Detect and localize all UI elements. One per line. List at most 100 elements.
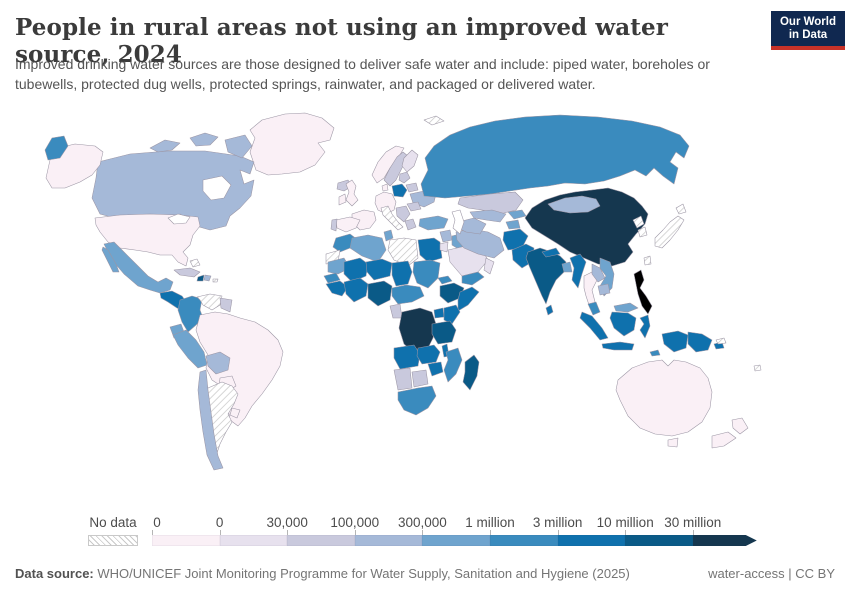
country-north-korea[interactable] — [632, 215, 645, 229]
country-zimbabwe[interactable] — [427, 361, 444, 377]
country-eritrea[interactable] — [437, 275, 453, 285]
legend-bin-swatch[interactable] — [152, 535, 220, 546]
legend-bin-swatch[interactable] — [625, 535, 693, 546]
country-tunisia[interactable] — [383, 229, 394, 242]
country-cambodia[interactable] — [597, 283, 611, 296]
country-mexico[interactable] — [103, 241, 174, 294]
country-spain[interactable] — [335, 216, 361, 233]
country-uganda[interactable] — [433, 307, 445, 319]
legend-bin-swatch[interactable] — [489, 535, 558, 546]
country-haiti[interactable] — [196, 274, 205, 282]
country-uk[interactable] — [345, 179, 359, 207]
country-bangladesh[interactable] — [561, 261, 573, 273]
country-senegal[interactable] — [323, 272, 341, 284]
country-venezuela[interactable] — [196, 293, 223, 311]
country-australia-tasmania[interactable] — [667, 437, 679, 448]
country-somalia[interactable] — [457, 286, 480, 312]
country-indonesia-sumatra[interactable] — [579, 311, 609, 341]
country-malaysia-borneo[interactable] — [613, 302, 639, 313]
country-dominican-republic[interactable] — [203, 274, 212, 282]
country-tanzania[interactable] — [431, 320, 457, 345]
country-nigeria[interactable] — [367, 280, 393, 307]
country-chile[interactable] — [197, 369, 224, 471]
country-uruguay[interactable] — [229, 407, 241, 419]
legend-bin-swatch[interactable] — [557, 535, 626, 546]
country-russia[interactable] — [420, 114, 690, 199]
country-australia[interactable] — [615, 359, 713, 437]
legend-bin-swatch[interactable] — [422, 535, 490, 546]
country-botswana[interactable] — [411, 369, 429, 388]
legend-bin-swatch[interactable] — [219, 535, 288, 546]
country-mali[interactable] — [343, 257, 369, 283]
country-ireland[interactable] — [338, 193, 347, 206]
country-sudan[interactable] — [412, 259, 441, 289]
country-svalbard[interactable] — [423, 115, 445, 126]
legend-bin-swatch[interactable] — [354, 535, 423, 546]
country-jordan-israel[interactable] — [439, 241, 449, 253]
legend-bin-swatch[interactable] — [693, 535, 757, 546]
country-zambia[interactable] — [416, 344, 441, 365]
country-west-africa-coast[interactable] — [343, 277, 369, 303]
country-germany-central-europe[interactable] — [374, 191, 397, 215]
country-gabon-congo[interactable] — [389, 303, 403, 319]
country-brazil[interactable] — [195, 311, 284, 427]
country-laos[interactable] — [591, 263, 606, 283]
country-nepal[interactable] — [541, 247, 561, 258]
country-mozambique[interactable] — [443, 347, 463, 383]
country-guinea-group[interactable] — [325, 280, 349, 297]
country-chad[interactable] — [391, 260, 413, 287]
country-angola[interactable] — [393, 344, 421, 370]
owid-logo[interactable]: Our World in Data — [771, 11, 845, 50]
country-egypt[interactable] — [417, 237, 443, 263]
country-oman[interactable] — [483, 257, 495, 275]
country-indonesia-java[interactable] — [601, 341, 635, 351]
country-canada-baffin[interactable] — [224, 134, 253, 159]
country-new-zealand-south[interactable] — [711, 431, 737, 449]
country-mexico-baja[interactable] — [101, 246, 120, 273]
country-malaysia[interactable] — [587, 301, 601, 316]
country-cuba[interactable] — [173, 267, 201, 278]
country-new-zealand-north[interactable] — [731, 417, 749, 435]
country-greenland[interactable] — [249, 112, 335, 176]
country-timor-leste[interactable] — [649, 349, 661, 357]
country-guyana-suriname[interactable] — [219, 297, 233, 313]
country-sri-lanka[interactable] — [545, 304, 554, 316]
country-philippines[interactable] — [633, 269, 653, 315]
country-indonesia-borneo[interactable] — [609, 311, 637, 337]
country-italy[interactable] — [380, 205, 404, 231]
country-indonesia-papua[interactable] — [661, 330, 689, 353]
legend-no-data-swatch[interactable] — [88, 535, 138, 546]
country-canada-arctic-islands[interactable] — [189, 132, 219, 147]
country-greece[interactable] — [404, 218, 417, 231]
country-puerto-rico[interactable] — [212, 278, 219, 283]
country-tajikistan[interactable] — [505, 219, 521, 230]
country-turkey[interactable] — [418, 215, 449, 231]
country-bolivia[interactable] — [205, 351, 231, 375]
country-solomon-islands[interactable] — [715, 337, 727, 345]
country-romania-moldova[interactable] — [406, 201, 422, 212]
country-denmark[interactable] — [381, 183, 389, 192]
country-namibia[interactable] — [393, 367, 413, 391]
country-algeria[interactable] — [349, 234, 387, 263]
country-portugal[interactable] — [330, 218, 338, 232]
country-kenya[interactable] — [443, 304, 461, 325]
country-norway[interactable] — [371, 145, 405, 184]
country-indonesia-sulawesi[interactable] — [639, 314, 651, 339]
country-cameroon-car[interactable] — [391, 284, 425, 305]
country-libya[interactable] — [387, 237, 419, 267]
country-poland[interactable] — [391, 183, 408, 198]
country-south-korea[interactable] — [637, 226, 648, 238]
country-finland[interactable] — [401, 149, 419, 173]
country-japan[interactable] — [654, 215, 685, 249]
country-niger[interactable] — [365, 258, 393, 281]
legend-bin-swatch[interactable] — [287, 535, 355, 546]
country-belarus[interactable] — [405, 182, 419, 193]
country-balkans[interactable] — [395, 205, 411, 223]
country-kyrgyzstan[interactable] — [507, 209, 527, 220]
country-canada-arctic-islands[interactable] — [149, 139, 181, 153]
country-japan-hokkaido[interactable] — [675, 203, 687, 215]
country-russia-chukotka[interactable] — [44, 135, 69, 161]
country-mongolia[interactable] — [547, 195, 601, 214]
country-myanmar[interactable] — [569, 253, 587, 289]
country-taiwan[interactable] — [643, 255, 652, 266]
